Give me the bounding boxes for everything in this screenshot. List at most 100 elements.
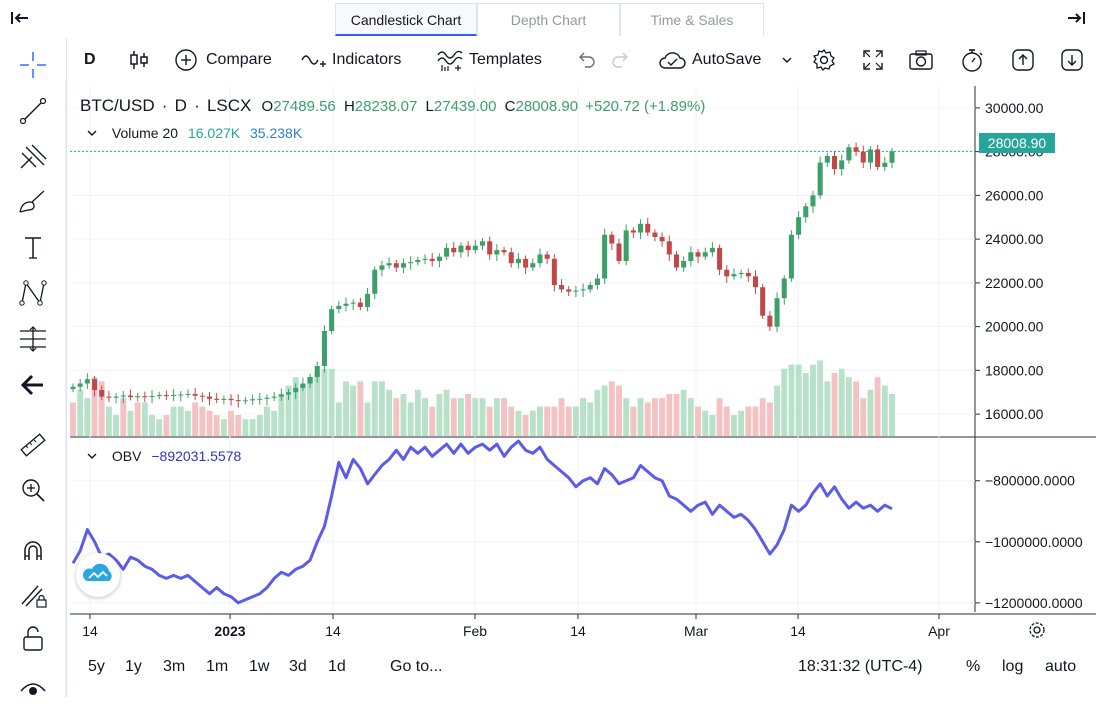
range-1d[interactable]: 1d xyxy=(328,658,346,675)
upload-icon[interactable] xyxy=(1011,41,1035,79)
volume-bar xyxy=(113,415,120,436)
chart-type-icon[interactable] xyxy=(128,41,150,79)
volume-bar xyxy=(716,398,723,436)
candle-body xyxy=(293,387,299,393)
axis-settings-gear-icon[interactable] xyxy=(1029,622,1045,638)
candle-body xyxy=(372,269,378,294)
unlock-icon[interactable] xyxy=(16,622,50,656)
clock-time[interactable]: 18:31:32 (UTC-4) xyxy=(798,658,923,675)
crosshair-icon[interactable] xyxy=(16,48,50,82)
open-value: 27489.56 xyxy=(273,98,336,115)
arrow-left-icon[interactable] xyxy=(16,368,50,402)
y-tick-label: −1200000.0000 xyxy=(985,595,1083,611)
candle-body xyxy=(745,273,751,277)
volume-collapse-chevron-icon[interactable] xyxy=(86,125,98,141)
indicators-button[interactable]: Indicators xyxy=(300,41,401,79)
candle-body xyxy=(278,394,284,397)
candle-body xyxy=(839,160,845,170)
percent-scale-toggle[interactable]: % xyxy=(966,658,981,675)
y-tick-label: 20000.00 xyxy=(985,319,1044,335)
prediction-measure-icon[interactable] xyxy=(16,322,50,356)
camera-icon[interactable] xyxy=(908,41,934,79)
tab-candlestick-chart[interactable]: Candlestick Chart xyxy=(335,3,477,36)
fullscreen-icon[interactable] xyxy=(862,41,884,79)
obv-collapse-chevron-icon[interactable] xyxy=(86,448,98,464)
volume-bar xyxy=(766,402,773,436)
candle-body xyxy=(573,290,579,292)
trend-line-icon[interactable] xyxy=(16,94,50,128)
interval-button[interactable]: D xyxy=(84,51,96,68)
candle-body xyxy=(106,396,112,398)
candle-body xyxy=(163,395,169,397)
log-scale-toggle[interactable]: log xyxy=(1002,658,1024,675)
candle-body xyxy=(336,305,342,310)
collapse-left-icon[interactable] xyxy=(10,10,30,31)
go-to-date-button[interactable]: Go to... xyxy=(390,658,443,675)
collapse-right-icon[interactable] xyxy=(1066,10,1086,31)
gear-icon[interactable] xyxy=(812,41,836,79)
magnet-icon[interactable] xyxy=(16,534,50,568)
candle-body xyxy=(350,302,356,304)
tab-depth-chart[interactable]: Depth Chart xyxy=(477,3,620,36)
volume-bar xyxy=(723,406,730,436)
volume-bar xyxy=(810,364,816,436)
range-5y[interactable]: 5y xyxy=(88,658,105,675)
lock-pencil-icon[interactable] xyxy=(16,578,50,612)
volume-bar xyxy=(141,402,148,436)
volume-bar xyxy=(299,385,306,436)
volume-bar xyxy=(781,368,788,436)
obv-legend: OBV −892031.5578 xyxy=(86,448,241,464)
candle-body xyxy=(235,400,241,402)
eye-icon[interactable] xyxy=(16,670,50,704)
volume-bar xyxy=(666,394,673,436)
candle-body xyxy=(99,390,105,397)
range-1m[interactable]: 1m xyxy=(206,658,229,675)
volume-bar xyxy=(587,402,594,436)
ruler-icon[interactable] xyxy=(16,428,50,462)
undo-icon[interactable] xyxy=(575,41,597,79)
volume-bar xyxy=(458,398,464,436)
candle-body xyxy=(602,234,608,279)
volume-bar xyxy=(185,410,191,436)
volume-bar xyxy=(357,381,364,436)
brush-icon[interactable] xyxy=(16,185,50,219)
volume-bar xyxy=(537,406,543,436)
volume-bar xyxy=(752,406,759,436)
candle-body xyxy=(666,241,672,255)
text-tool-icon[interactable] xyxy=(16,231,50,265)
candle-body xyxy=(192,394,198,396)
candle-body xyxy=(422,258,428,260)
candle-body xyxy=(817,162,823,196)
range-3m[interactable]: 3m xyxy=(163,658,186,675)
templates-button[interactable]: Templates xyxy=(436,41,542,79)
volume-bar xyxy=(393,398,400,436)
tab-time-and-sales[interactable]: Time & Sales xyxy=(620,3,764,36)
pattern-icon[interactable] xyxy=(16,276,50,310)
volume-bar xyxy=(874,377,881,436)
autosave-chevron-down-icon[interactable] xyxy=(780,41,794,79)
candle-body xyxy=(580,289,586,291)
zoom-in-icon[interactable] xyxy=(16,473,50,507)
download-icon[interactable] xyxy=(1060,41,1084,79)
range-1y[interactable]: 1y xyxy=(125,658,142,675)
autosave-button[interactable]: AutoSave xyxy=(657,41,761,79)
range-3d[interactable]: 3d xyxy=(289,658,307,675)
compare-button[interactable]: Compare xyxy=(174,41,272,79)
symbol-interval: D xyxy=(174,96,187,115)
candle-body xyxy=(408,262,414,264)
candle-body xyxy=(386,263,392,266)
volume-bar xyxy=(501,398,507,436)
volume-bar xyxy=(364,402,371,436)
x-tick-label: Apr xyxy=(928,623,950,639)
volume-bar xyxy=(860,398,867,436)
auto-scale-toggle[interactable]: auto xyxy=(1045,658,1077,675)
volume-bar xyxy=(429,406,436,436)
volume-bar xyxy=(623,398,630,436)
range-1w[interactable]: 1w xyxy=(249,658,270,675)
candle-body xyxy=(875,149,881,167)
pitchfork-icon[interactable] xyxy=(16,139,50,173)
volume-bar xyxy=(695,406,701,436)
redo-icon[interactable] xyxy=(610,41,632,79)
stopwatch-icon[interactable] xyxy=(960,41,984,79)
